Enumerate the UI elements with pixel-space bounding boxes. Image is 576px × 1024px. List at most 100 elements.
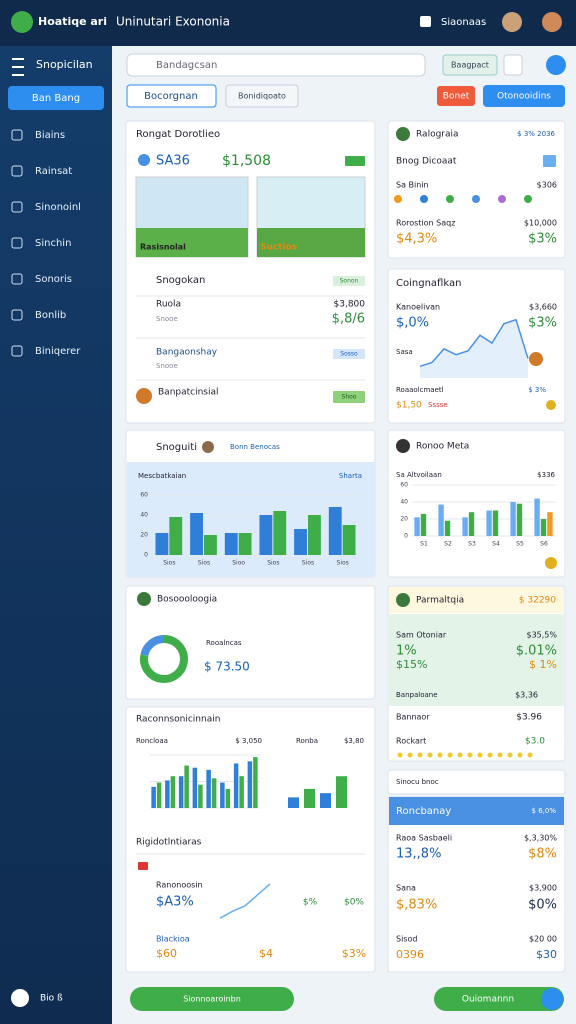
- bar: [253, 757, 258, 808]
- tab[interactable]: [126, 84, 217, 108]
- dot: [394, 195, 402, 203]
- dot: [407, 752, 413, 758]
- footer-button[interactable]: [130, 987, 294, 1011]
- row-value: $3,900: [529, 884, 557, 893]
- area: [420, 319, 528, 378]
- tab-label: Bocorgnan: [144, 91, 198, 102]
- tab[interactable]: [225, 84, 299, 108]
- dot: [517, 752, 523, 758]
- chart-header-value: $3,80: [344, 737, 364, 745]
- bar: [156, 782, 162, 808]
- meta: $ 32290: [519, 596, 556, 606]
- card-title: Coingnaflkan: [396, 278, 461, 289]
- badge: [333, 276, 365, 286]
- row-label: Sana: [396, 884, 416, 893]
- button-label: Bonet: [443, 92, 470, 102]
- bar: [170, 776, 176, 808]
- badge: [333, 349, 365, 359]
- bar: [414, 517, 420, 536]
- x-tick-label: S6: [540, 541, 548, 548]
- subtitle: Bnog Dicoaat: [396, 157, 457, 167]
- dot: [524, 195, 532, 203]
- icon: [136, 388, 152, 404]
- x-tick-label: Sios: [198, 560, 210, 567]
- nav-item: Rainsat: [35, 166, 72, 177]
- dot: [487, 752, 493, 758]
- footer-label: Bio ß: [40, 994, 63, 1004]
- dot: [477, 752, 483, 758]
- y-tick-label: 0: [404, 533, 408, 540]
- row-label: Bannaor: [396, 713, 430, 722]
- bar: [492, 510, 499, 536]
- dot: [427, 752, 433, 758]
- bar: [342, 525, 356, 555]
- chip: Bonn Benocas: [230, 443, 280, 451]
- bar: [294, 529, 307, 555]
- nav-button[interactable]: [8, 86, 104, 110]
- icon: [202, 441, 214, 453]
- check: [543, 155, 556, 167]
- row-value: $3.0: [525, 737, 545, 747]
- row-value: $306: [537, 181, 557, 190]
- row-label: Bangaonshay: [156, 348, 218, 358]
- bar: [336, 776, 347, 808]
- big-value: $4,3%: [396, 232, 437, 247]
- icon-button[interactable]: [503, 54, 523, 76]
- row-value: $A3%: [156, 895, 194, 910]
- dot: [397, 752, 403, 758]
- big-value: $.01%: [516, 644, 557, 659]
- action-circle: [546, 55, 566, 75]
- chart-header: Sa Altvoilaan: [396, 471, 442, 479]
- filter-button[interactable]: [442, 54, 498, 76]
- section-title: Rigidotlntiaras: [136, 838, 202, 848]
- reset-button[interactable]: [437, 86, 475, 106]
- amount: $1,508: [222, 153, 271, 169]
- dot: [447, 752, 453, 758]
- bar: [192, 767, 198, 808]
- dot: [417, 752, 423, 758]
- big-value: 13,,8%: [396, 847, 441, 862]
- button-label: Baagpact: [451, 61, 489, 70]
- button-label: Otonooidins: [497, 92, 551, 102]
- bar: [225, 788, 231, 808]
- row-label: Rockart: [396, 737, 426, 746]
- nav-icon: [11, 345, 23, 357]
- x-tick-label: S1: [420, 541, 428, 548]
- big-value: $15%: [396, 658, 427, 671]
- nav-item: Sinonoinl: [35, 202, 81, 213]
- row-label: Ruola: [156, 300, 181, 310]
- amount: $ 73.50: [204, 660, 250, 674]
- big-value: $,83%: [396, 898, 437, 913]
- card: [125, 585, 376, 700]
- section-title: Snogokan: [156, 275, 205, 286]
- icon: [546, 400, 556, 410]
- y-tick-label: 20: [400, 516, 408, 523]
- search-box[interactable]: [126, 53, 426, 77]
- footer-button[interactable]: [434, 987, 564, 1011]
- cell: $4: [259, 947, 273, 960]
- x-tick-label: S2: [444, 541, 452, 548]
- big-value: 0396: [396, 948, 424, 961]
- row-value: $,3,30%: [524, 834, 557, 843]
- row-label: Banpatcinsial: [158, 388, 219, 398]
- chart-header-value: $336: [537, 471, 555, 479]
- dot: [507, 752, 513, 758]
- x-tick-label: S3: [468, 541, 476, 548]
- button-label: Ouiomannn: [462, 995, 514, 1005]
- big-value: $3%: [528, 232, 557, 247]
- chart-header-value: $ 3,050: [235, 737, 262, 745]
- row-sub: Snooe: [156, 362, 178, 370]
- image-ground: [257, 228, 365, 257]
- bar: [444, 520, 451, 536]
- row-value: $3,660: [529, 303, 557, 312]
- nav-icon: [11, 309, 23, 321]
- row-label: Roaaolcmaetl: [396, 386, 444, 394]
- bar: [151, 786, 156, 808]
- action-button[interactable]: [483, 85, 565, 107]
- dot: [497, 752, 503, 758]
- chart-header: Ronba: [296, 737, 318, 745]
- card-title: Parmaltqia: [416, 596, 464, 606]
- legend-label: Rooalncas: [206, 639, 242, 647]
- dot: [457, 752, 463, 758]
